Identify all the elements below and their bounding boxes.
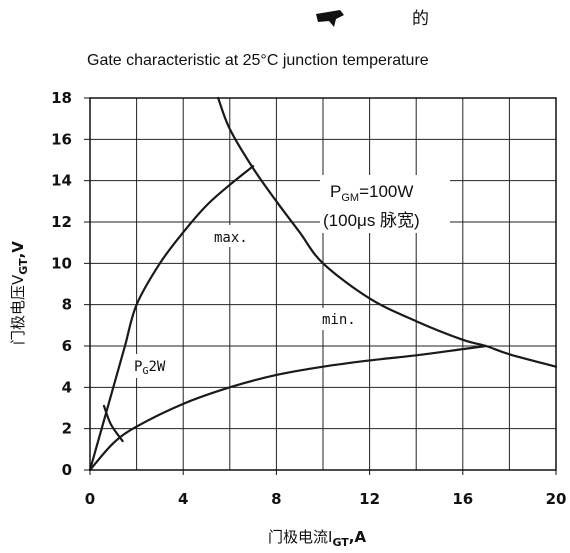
pgm-label: PGM=100W <box>330 182 413 204</box>
y-axis-label: 门极电压VGT,V <box>9 241 30 345</box>
y-tick-label: 6 <box>62 337 72 355</box>
x-axis-label: 门极电流IGT,A <box>268 528 366 549</box>
plot-frame <box>89 97 557 471</box>
y-tick-label: 0 <box>62 461 72 479</box>
y-tick-labels: 0 2 4 6 8 10 12 14 16 18 <box>51 89 72 479</box>
pg-label-bg <box>128 354 182 378</box>
y-tick-label: 18 <box>51 89 72 107</box>
y-tick-label: 14 <box>51 172 72 190</box>
y-tick-label: 16 <box>51 130 72 148</box>
max-label-bg <box>208 225 258 247</box>
pgm-label-bg <box>320 175 450 233</box>
x-tick-label: 12 <box>359 490 380 508</box>
y-tick-label: 8 <box>62 296 72 314</box>
ink-blot-icon <box>316 10 344 27</box>
min-label-bg <box>316 308 366 330</box>
x-tick-label: 8 <box>271 490 281 508</box>
y-tick-label: 12 <box>51 213 72 231</box>
curve-pg2w <box>102 404 124 443</box>
x-tick-label: 4 <box>178 490 188 508</box>
curve-max <box>88 165 255 472</box>
x-tick-label: 0 <box>85 490 95 508</box>
chart-title: Gate characteristic at 25°C junction tem… <box>87 52 429 69</box>
curve-min <box>88 344 488 472</box>
y-tick-label: 4 <box>62 378 72 396</box>
max-label: max. <box>214 230 248 246</box>
data-curves <box>88 96 558 472</box>
grid-lines <box>84 97 557 475</box>
x-tick-label: 20 <box>546 490 567 508</box>
header-glyph: 的 <box>412 9 429 29</box>
pg-label: PG2W <box>134 359 166 377</box>
curve-pgm-100w <box>217 96 558 368</box>
y-tick-label: 2 <box>62 420 72 438</box>
x-tick-label: 16 <box>452 490 473 508</box>
min-label: min. <box>322 312 356 328</box>
pulse-width-label: (100μs 脉宽) <box>323 211 420 230</box>
y-tick-label: 10 <box>51 254 72 272</box>
x-tick-labels: 0 4 8 12 16 20 <box>85 490 567 508</box>
